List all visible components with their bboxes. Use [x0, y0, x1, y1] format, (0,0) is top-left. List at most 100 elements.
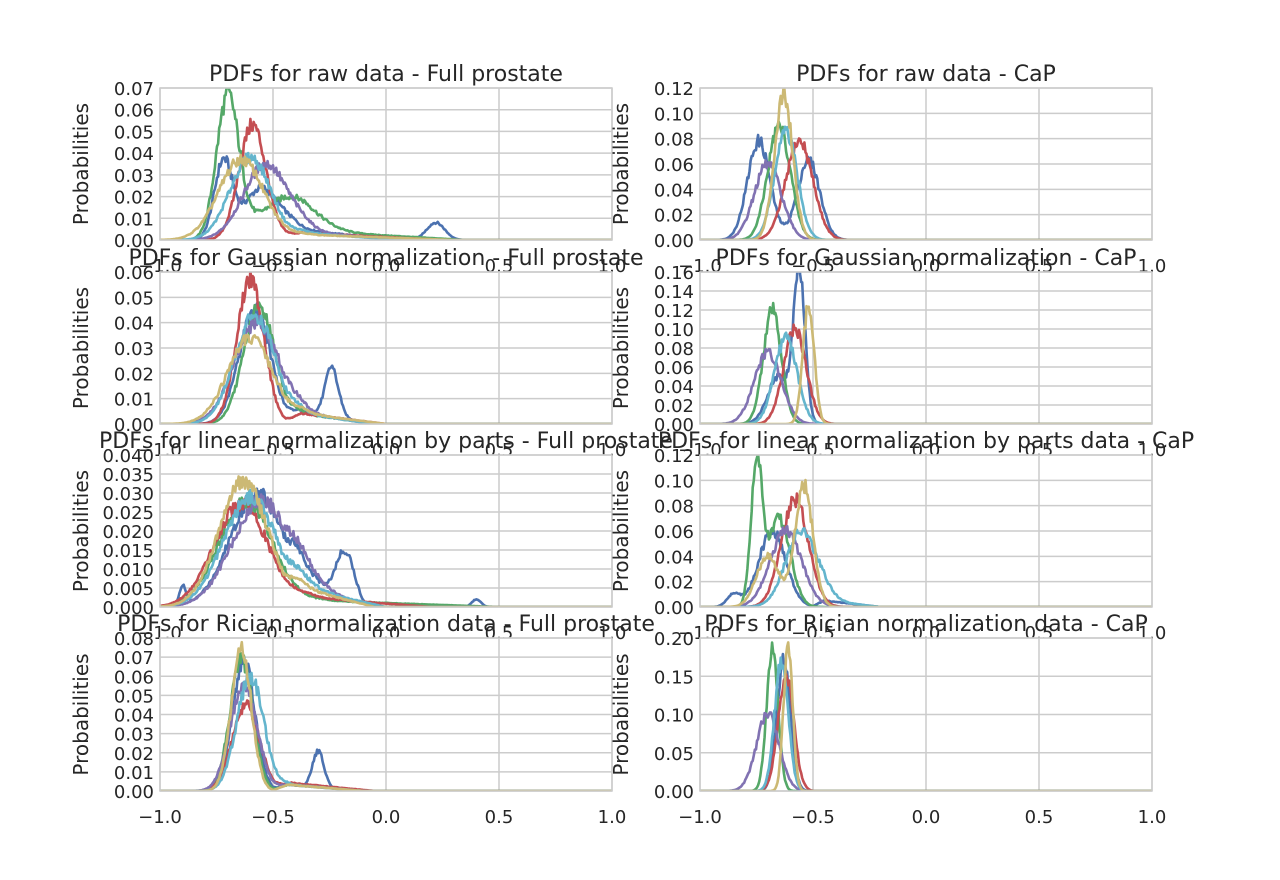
- y-tick-label: 0.05: [114, 686, 154, 707]
- x-tick-label: 1.0: [598, 807, 627, 828]
- y-tick-label: 0.03: [114, 725, 154, 746]
- pdf-curve-series-1: [700, 120, 1152, 240]
- plot-frame: [159, 637, 613, 792]
- pdf-curve-series-0: [700, 133, 1152, 240]
- chart-title: PDFs for Gaussian normalization - Full p…: [128, 246, 643, 271]
- y-tick-label: 0.04: [114, 314, 154, 335]
- pdf-curve-series-5: [160, 153, 612, 240]
- plot-frame: [159, 271, 613, 425]
- y-tick-label: 0.06: [114, 667, 154, 688]
- chart-panel-4: −1.0 −0.5 0.0 0.5 1.00.0000.0050.0100.0150.0…: [69, 429, 673, 644]
- chart-panel-3: −1.0 −0.5 0.0 0.5 1.00.000.020.040.060.080.1…: [609, 246, 1166, 461]
- y-tick-label: 0.10: [654, 320, 694, 341]
- y-tick-label: 0.02: [114, 744, 154, 765]
- pdf-curve-series-0: [160, 302, 612, 424]
- pdf-curve-series-5: [160, 333, 612, 424]
- pdf-curve-series-5: [700, 641, 1152, 791]
- chart-panel-2: −1.0 −0.5 0.0 0.5 1.00.000.010.020.030.040.0…: [69, 246, 644, 461]
- y-tick-label: 0.03: [114, 339, 154, 360]
- chart-title: PDFs for raw data - Full prostate: [209, 62, 563, 87]
- pdf-curve-series-4: [700, 527, 1152, 607]
- y-tick-label: 0.04: [114, 144, 154, 165]
- chart-panel-7: −1.0 −0.5 0.0 0.5 1.0 0.00 0.05 0.10 0.15 0.20 PDF…: [609, 612, 1166, 828]
- pdf-curve-series-4: [700, 125, 1152, 240]
- plot-frame: [699, 271, 1153, 425]
- y-tick-label: 0.00: [114, 231, 154, 252]
- y-tick-label: 0.06: [654, 155, 694, 176]
- x-tick-label: 0.5: [485, 807, 514, 828]
- pdf-curve-series-5: [700, 478, 1152, 607]
- pdf-curve-series-0: [700, 528, 1152, 607]
- pdf-curve-series-4: [160, 488, 612, 607]
- y-tick-label: 0.01: [114, 763, 154, 784]
- y-tick-label: 0.10: [654, 471, 694, 492]
- y-tick-label: 0.00: [654, 782, 694, 803]
- y-tick-label: 0.035: [102, 465, 154, 486]
- y-tick-label: 0.015: [102, 541, 154, 562]
- y-tick-label: 0.06: [114, 101, 154, 122]
- pdf-curve-series-1: [700, 301, 1152, 424]
- x-tick-label: −1.0: [678, 807, 722, 828]
- y-tick-label: 0.00: [114, 782, 154, 803]
- pdf-curve-series-3: [160, 493, 612, 607]
- y-tick-label: 0.000: [102, 598, 154, 619]
- y-tick-label: 0.02: [654, 573, 694, 594]
- chart-panel-1: −1.0 −0.5 0.0 0.5 1.00.000.020.040.060.080.1…: [609, 62, 1166, 277]
- y-tick-label: 0.06: [114, 263, 154, 284]
- y-tick-label: 0.00: [654, 231, 694, 252]
- chart-title: PDFs for Rician normalization data - CaP: [704, 612, 1148, 637]
- pdf-curve-series-3: [160, 680, 612, 791]
- plot-frame: [699, 454, 1153, 608]
- y-tick-label: 0.02: [114, 364, 154, 385]
- x-tick-label: −1.0: [138, 807, 182, 828]
- y-tick-label: 0.16: [654, 263, 694, 284]
- y-tick-label: 0.005: [102, 579, 154, 600]
- chart-panel-0: −1.0 −0.5 0.0 0.5 1.00.000.010.020.030.040.0…: [69, 62, 626, 277]
- y-tick-label: 0.010: [102, 560, 154, 581]
- pdf-curve-series-4: [160, 313, 612, 424]
- y-tick-label: 0.02: [654, 206, 694, 227]
- y-tick-label: 0.07: [114, 648, 154, 669]
- pdf-curve-series-1: [160, 301, 612, 424]
- pdf-curve-series-4: [160, 671, 612, 791]
- chart-title: PDFs for raw data - CaP: [796, 62, 1056, 87]
- y-tick-label: 0.00: [654, 598, 694, 619]
- x-tick-label: 0.5: [1025, 807, 1054, 828]
- chart-title: PDFs for linear normalization by parts d…: [658, 429, 1194, 454]
- y-tick-label: 0.04: [114, 706, 154, 727]
- y-tick-label: 0.04: [654, 180, 694, 201]
- chart-panel-6: −1.0 −0.5 0.0 0.5 1.00.000.010.020.030.040.0…: [69, 612, 655, 828]
- y-tick-label: 0.04: [654, 547, 694, 568]
- x-tick-label: 0.0: [372, 807, 401, 828]
- y-tick-label: 0.08: [114, 629, 154, 650]
- plot-frame: [159, 87, 613, 241]
- y-tick-label: 0.20: [654, 629, 694, 650]
- y-axis-label: Probabilities: [609, 287, 633, 409]
- pdf-curve-series-3: [700, 524, 1152, 607]
- pdf-curve-series-2: [160, 272, 612, 424]
- y-tick-label: 0.06: [654, 358, 694, 379]
- y-tick-label: 0.07: [114, 79, 154, 100]
- y-tick-label: 0.14: [654, 282, 694, 303]
- y-tick-label: 0.02: [114, 188, 154, 209]
- pdf-curve-series-1: [160, 88, 612, 240]
- pdf-curve-series-2: [700, 137, 1152, 240]
- y-tick-label: 0.05: [654, 744, 694, 765]
- chart-title: PDFs for Rician normalization data - Ful…: [117, 612, 655, 637]
- y-tick-label: 0.06: [654, 522, 694, 543]
- y-tick-label: 0.08: [654, 497, 694, 518]
- pdf-curve-series-5: [160, 640, 612, 791]
- chart-title: PDFs for linear normalization by parts -…: [99, 429, 673, 454]
- y-tick-label: 0.01: [114, 390, 154, 411]
- y-axis-label: Probabilities: [609, 470, 633, 592]
- y-tick-label: 0.030: [102, 484, 154, 505]
- y-tick-label: 0.04: [654, 377, 694, 398]
- y-axis-label: Probabilities: [69, 653, 93, 775]
- y-axis-label: Probabilities: [609, 653, 633, 775]
- plot-frame: [699, 637, 1153, 792]
- y-tick-label: 0.02: [654, 396, 694, 417]
- y-tick-label: 0.12: [654, 446, 694, 467]
- chart-title: PDFs for Gaussian normalization - CaP: [716, 246, 1137, 271]
- pdf-curve-series-5: [700, 88, 1152, 240]
